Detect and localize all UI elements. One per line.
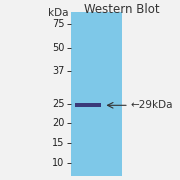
- Text: 37: 37: [52, 66, 64, 76]
- Text: 10: 10: [52, 158, 64, 168]
- Text: kDa: kDa: [48, 8, 69, 18]
- Bar: [75, 103, 101, 107]
- Text: 25: 25: [52, 99, 64, 109]
- Text: ←29kDa: ←29kDa: [130, 100, 173, 110]
- Text: 75: 75: [52, 19, 64, 29]
- Text: Western Blot: Western Blot: [84, 3, 160, 16]
- Text: 20: 20: [52, 118, 64, 128]
- Text: 15: 15: [52, 138, 64, 148]
- Text: 50: 50: [52, 43, 64, 53]
- Bar: [71, 12, 122, 176]
